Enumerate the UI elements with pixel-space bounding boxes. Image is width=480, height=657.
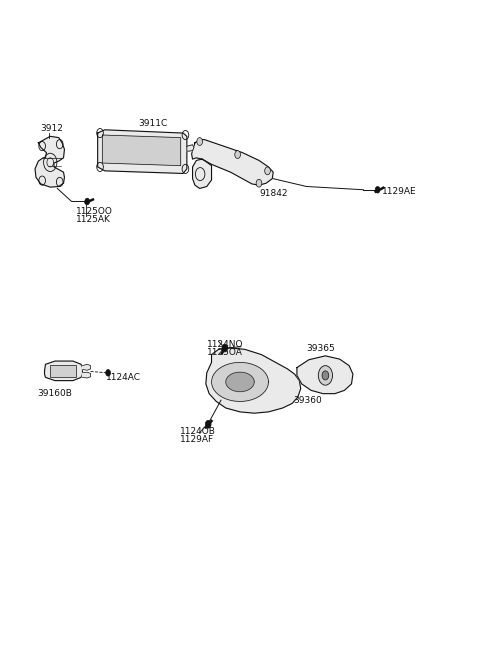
Polygon shape	[206, 348, 301, 413]
Polygon shape	[35, 136, 64, 187]
Text: 3912: 3912	[40, 124, 63, 133]
Text: 1129AF: 1129AF	[180, 435, 214, 444]
Text: 1124NO: 1124NO	[207, 340, 243, 350]
Text: 39160B: 39160B	[37, 389, 72, 398]
Circle shape	[106, 369, 110, 376]
Polygon shape	[297, 356, 353, 394]
Circle shape	[85, 198, 90, 205]
Text: 39360: 39360	[293, 396, 322, 405]
Text: 1125OO: 1125OO	[76, 208, 113, 216]
Polygon shape	[83, 365, 91, 370]
Polygon shape	[226, 372, 254, 392]
Text: 1129AE: 1129AE	[383, 187, 417, 196]
Polygon shape	[192, 139, 273, 185]
Polygon shape	[45, 361, 83, 380]
Text: 39365: 39365	[306, 344, 335, 353]
Circle shape	[318, 366, 333, 385]
Text: 1124AC: 1124AC	[106, 373, 141, 382]
Circle shape	[322, 371, 329, 380]
Circle shape	[197, 137, 203, 145]
Circle shape	[235, 150, 240, 158]
Polygon shape	[102, 135, 180, 166]
Polygon shape	[187, 145, 194, 151]
Text: 1125AK: 1125AK	[76, 215, 111, 224]
Text: 1125OA: 1125OA	[207, 348, 243, 357]
Polygon shape	[192, 159, 212, 189]
Polygon shape	[83, 372, 91, 378]
Text: 91842: 91842	[259, 189, 288, 198]
Circle shape	[375, 187, 380, 193]
Polygon shape	[212, 363, 268, 401]
Circle shape	[264, 167, 270, 175]
Bar	[50, 365, 76, 376]
Text: 1124OB: 1124OB	[180, 427, 216, 436]
Circle shape	[256, 179, 262, 187]
Text: 3911C: 3911C	[138, 119, 167, 128]
Polygon shape	[97, 130, 187, 173]
Circle shape	[222, 344, 228, 352]
Circle shape	[205, 420, 211, 428]
